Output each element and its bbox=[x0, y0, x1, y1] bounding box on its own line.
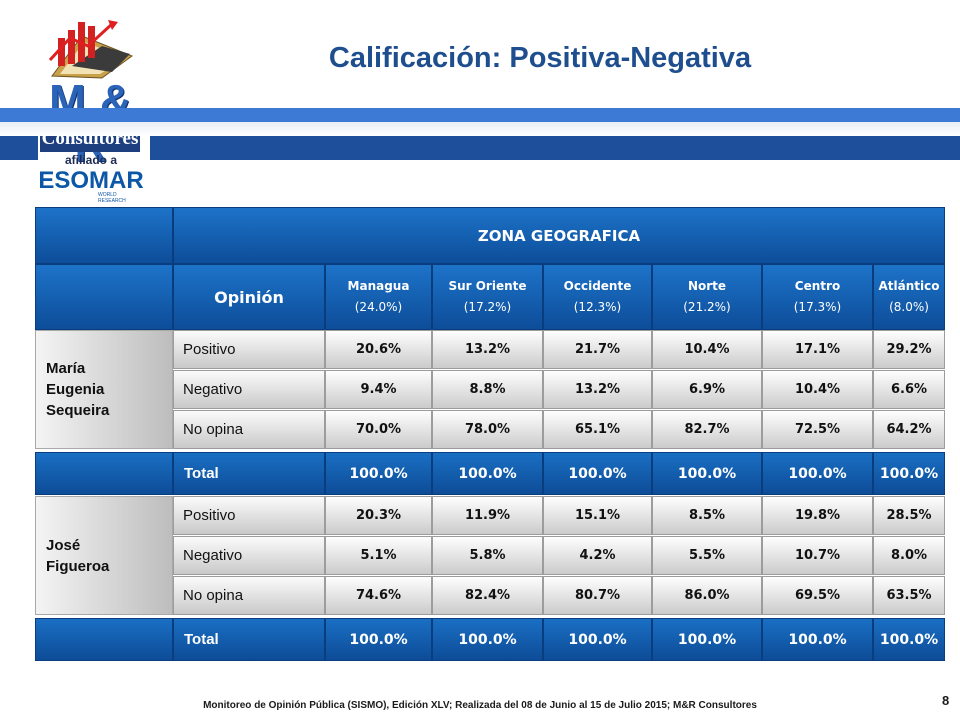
value-cell: 9.4% bbox=[325, 370, 432, 409]
total-row-blank bbox=[35, 452, 173, 495]
total-value-cell: 100.0% bbox=[325, 452, 432, 495]
column-header-share: (17.3%) bbox=[793, 300, 842, 314]
value-cell: 63.5% bbox=[873, 576, 945, 615]
total-value-cell: 100.0% bbox=[543, 452, 652, 495]
column-header-name: Occidente bbox=[563, 279, 632, 293]
column-header: Managua (24.0%) bbox=[325, 264, 432, 330]
value-cell: 10.4% bbox=[762, 370, 873, 409]
value-cell: 4.2% bbox=[543, 536, 652, 575]
zone-title: ZONA GEOGRAFICA bbox=[173, 207, 945, 264]
value-cell: 19.8% bbox=[762, 496, 873, 535]
total-value-cell: 100.0% bbox=[652, 452, 762, 495]
value-cell: 86.0% bbox=[652, 576, 762, 615]
header-band-dark bbox=[150, 136, 960, 160]
opinion-row-label: Positivo bbox=[173, 496, 325, 535]
value-cell: 72.5% bbox=[762, 410, 873, 449]
opinion-row-label: Negativo bbox=[173, 370, 325, 409]
value-cell: 80.7% bbox=[543, 576, 652, 615]
value-cell: 11.9% bbox=[432, 496, 543, 535]
total-row-label: Total bbox=[173, 452, 325, 495]
column-header-share: (8.0%) bbox=[889, 300, 929, 314]
value-cell: 8.0% bbox=[873, 536, 945, 575]
value-cell: 20.6% bbox=[325, 330, 432, 369]
column-header: Atlántico (8.0%) bbox=[873, 264, 945, 330]
value-cell: 15.1% bbox=[543, 496, 652, 535]
total-value-cell: 100.0% bbox=[762, 618, 873, 661]
column-header-share: (12.3%) bbox=[573, 300, 622, 314]
total-value-cell: 100.0% bbox=[762, 452, 873, 495]
column-header-name: Sur Oriente bbox=[448, 279, 527, 293]
header-band-left bbox=[0, 136, 38, 160]
company-logo: M & R Consultores afiliado a ESOMAR WORL… bbox=[38, 12, 144, 204]
column-header-name: Centro bbox=[794, 279, 841, 293]
value-cell: 21.7% bbox=[543, 330, 652, 369]
value-cell: 13.2% bbox=[543, 370, 652, 409]
total-value-cell: 100.0% bbox=[432, 452, 543, 495]
column-header: Sur Oriente (17.2%) bbox=[432, 264, 543, 330]
footer-source-note: Monitoreo de Opinión Pública (SISMO), Ed… bbox=[203, 700, 757, 711]
column-header-name: Norte bbox=[687, 279, 727, 293]
esomar-tagline: WORLD RESEARCH bbox=[98, 192, 126, 204]
value-cell: 6.9% bbox=[652, 370, 762, 409]
opinion-row-label: No opina bbox=[173, 576, 325, 615]
value-cell: 13.2% bbox=[432, 330, 543, 369]
value-cell: 5.5% bbox=[652, 536, 762, 575]
esomar-logo-text: ESOMAR bbox=[38, 167, 144, 194]
opinion-row-label: No opina bbox=[173, 410, 325, 449]
total-value-cell: 100.0% bbox=[652, 618, 762, 661]
value-cell: 74.6% bbox=[325, 576, 432, 615]
value-cell: 5.8% bbox=[432, 536, 543, 575]
value-cell: 82.7% bbox=[652, 410, 762, 449]
value-cell: 78.0% bbox=[432, 410, 543, 449]
chart-logo-icon bbox=[48, 20, 134, 79]
column-header-share: (21.2%) bbox=[683, 300, 731, 314]
header-band-light bbox=[0, 108, 960, 122]
table-corner-top bbox=[35, 207, 173, 264]
opinion-header: Opinión bbox=[173, 264, 325, 330]
value-cell: 28.5% bbox=[873, 496, 945, 535]
results-table: ZONA GEOGRAFICA Opinión Managua (24.0%) Sur … bbox=[35, 207, 945, 661]
candidate-name: José Figueroa bbox=[35, 496, 173, 615]
logo-affiliation-text: afiliado a bbox=[64, 153, 117, 167]
value-cell: 5.1% bbox=[325, 536, 432, 575]
value-cell: 29.2% bbox=[873, 330, 945, 369]
total-value-cell: 100.0% bbox=[873, 618, 945, 661]
column-header-name: Atlántico bbox=[878, 279, 940, 293]
total-row-label: Total bbox=[173, 618, 325, 661]
value-cell: 10.4% bbox=[652, 330, 762, 369]
candidate-name: María Eugenia Sequeira bbox=[35, 330, 173, 449]
total-value-cell: 100.0% bbox=[432, 618, 543, 661]
value-cell: 65.1% bbox=[543, 410, 652, 449]
value-cell: 82.4% bbox=[432, 576, 543, 615]
value-cell: 17.1% bbox=[762, 330, 873, 369]
value-cell: 70.0% bbox=[325, 410, 432, 449]
column-header-share: (24.0%) bbox=[354, 300, 403, 314]
value-cell: 8.5% bbox=[652, 496, 762, 535]
value-cell: 64.2% bbox=[873, 410, 945, 449]
total-value-cell: 100.0% bbox=[873, 452, 945, 495]
table-corner-bottom bbox=[35, 264, 173, 330]
opinion-row-label: Negativo bbox=[173, 536, 325, 575]
opinion-row-label: Positivo bbox=[173, 330, 325, 369]
page-title: Calificación: Positiva-Negativa bbox=[328, 42, 752, 74]
page-number: 8 bbox=[942, 693, 950, 708]
value-cell: 69.5% bbox=[762, 576, 873, 615]
value-cell: 20.3% bbox=[325, 496, 432, 535]
column-header: Norte (21.2%) bbox=[652, 264, 762, 330]
value-cell: 8.8% bbox=[432, 370, 543, 409]
value-cell: 6.6% bbox=[873, 370, 945, 409]
total-value-cell: 100.0% bbox=[543, 618, 652, 661]
total-value-cell: 100.0% bbox=[325, 618, 432, 661]
header-band-thin bbox=[0, 122, 960, 136]
column-header: Occidente (12.3%) bbox=[543, 264, 652, 330]
value-cell: 10.7% bbox=[762, 536, 873, 575]
total-row-blank bbox=[35, 618, 173, 661]
column-header-share: (17.2%) bbox=[463, 300, 512, 314]
column-header-name: Managua bbox=[347, 279, 410, 293]
column-header: Centro (17.3%) bbox=[762, 264, 873, 330]
